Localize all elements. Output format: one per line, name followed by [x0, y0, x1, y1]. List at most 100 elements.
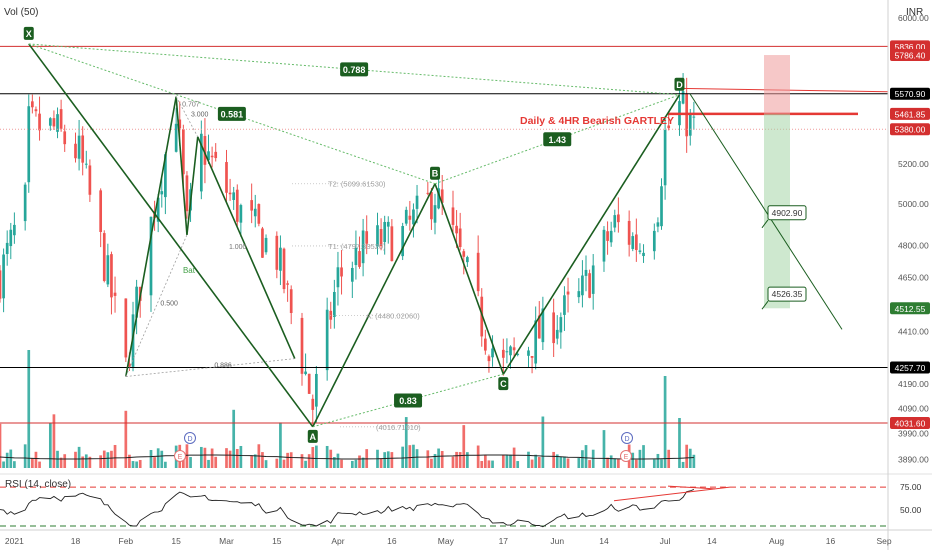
candle-body: [527, 350, 530, 356]
volume-bar: [340, 459, 343, 468]
volume-bar: [663, 376, 667, 468]
candle-body: [480, 296, 484, 337]
volume-bar: [581, 450, 584, 468]
volume-bar: [289, 452, 293, 468]
date-axis-tick: 17: [499, 536, 509, 546]
candle-body: [440, 189, 444, 203]
pattern-ratio-label: 0.83: [399, 396, 417, 406]
candle-body: [501, 349, 505, 358]
candle-body: [300, 317, 304, 374]
volume-bar: [203, 447, 207, 468]
candle-body: [516, 353, 520, 355]
bat-ratio-line: [125, 234, 188, 377]
volume-bar: [358, 455, 361, 468]
price-axis-tick: 4410.00: [898, 327, 929, 337]
candle-body: [113, 292, 117, 296]
price-level-value: 5786.40: [895, 51, 926, 61]
event-marker-label: E: [178, 454, 183, 461]
candle-body: [613, 215, 617, 228]
pattern-point-label: C: [500, 379, 507, 389]
bat-ratio-line: [125, 358, 295, 377]
candle-body: [9, 229, 13, 247]
volume-bar: [685, 444, 689, 468]
volume-bar: [110, 450, 113, 468]
target-pointer: [761, 219, 769, 229]
volume-bar: [149, 450, 153, 468]
candle-body: [541, 308, 545, 343]
volume-bar: [304, 460, 307, 468]
volume-bar: [333, 457, 336, 468]
volume-bar: [232, 409, 236, 468]
rsi-line: [0, 488, 695, 528]
candle-body: [225, 162, 228, 193]
pattern-leg: [28, 43, 314, 428]
candle-body: [0, 270, 2, 299]
volume-bar: [124, 410, 128, 468]
fib-label: T1: (4797.33520): [328, 242, 386, 251]
fib-label: (4016.71610): [376, 423, 421, 432]
pattern-ratio-label: 0.788: [343, 65, 366, 75]
candle-body: [325, 309, 329, 371]
volume-bar: [462, 425, 466, 468]
bat-leg: [175, 96, 188, 235]
candle-body: [386, 221, 390, 227]
price-level-value: 5570.90: [895, 89, 926, 99]
candle-body: [606, 231, 609, 241]
candle-body: [455, 225, 458, 234]
pattern-ratio-bg: [340, 62, 369, 77]
candle-body: [462, 251, 466, 257]
candle-body: [437, 188, 440, 209]
volume-bar: [379, 458, 383, 468]
fib-label: A: (4480.02060): [366, 312, 420, 321]
volume-bar: [275, 458, 279, 468]
candle-body: [149, 216, 153, 296]
volume-bar: [476, 445, 480, 468]
candle-body: [530, 356, 534, 358]
volume-bar: [128, 454, 131, 468]
candle-body: [203, 136, 207, 165]
candle-body: [315, 373, 318, 407]
rsi-trendline: [613, 486, 731, 502]
candle-body: [581, 275, 584, 296]
pattern-point-label: B: [432, 169, 439, 179]
volume-bar: [88, 456, 92, 468]
volume-bar: [156, 448, 160, 468]
candle-body: [210, 155, 214, 158]
volume-bar: [261, 452, 264, 468]
short-position-box: 4902.90 4526.35: [689, 55, 843, 330]
volume-bar: [404, 417, 408, 468]
volume-bar: [354, 459, 358, 468]
volume-bar: [31, 458, 34, 468]
price-level-value: 4512.55: [895, 304, 926, 314]
volume-bar: [390, 452, 394, 468]
candle-body: [415, 195, 419, 209]
pattern-point-label-bg: [430, 166, 441, 180]
pattern-leg: [434, 183, 505, 375]
date-axis-tick: May: [438, 536, 455, 546]
candle-body: [52, 118, 56, 127]
candle-body: [34, 109, 38, 112]
volume-bar: [228, 450, 232, 468]
pattern-ratio-bg: [543, 132, 572, 147]
candle-body: [102, 233, 106, 281]
candle-body: [681, 91, 685, 104]
pattern-title: Daily & 4HR Bearish GARTLEY: [520, 115, 674, 127]
candle-body: [279, 247, 282, 271]
candle-body: [376, 225, 379, 247]
volume-bar: [207, 459, 210, 468]
candle-body: [307, 373, 311, 394]
candle-body: [634, 234, 638, 251]
candle-body: [174, 123, 178, 152]
volume-bar: [613, 458, 617, 468]
candle-body: [505, 351, 509, 353]
date-axis-tick: Aug: [769, 536, 784, 546]
candle-body: [379, 228, 383, 246]
volume-bar: [509, 454, 512, 468]
price-level-value: 5380.00: [895, 125, 926, 135]
date-axis-tick: 15: [272, 536, 282, 546]
pattern-ratio-bg: [394, 393, 423, 408]
volume-bar: [325, 445, 329, 468]
candle-body: [401, 226, 405, 257]
candle-body: [31, 101, 34, 108]
